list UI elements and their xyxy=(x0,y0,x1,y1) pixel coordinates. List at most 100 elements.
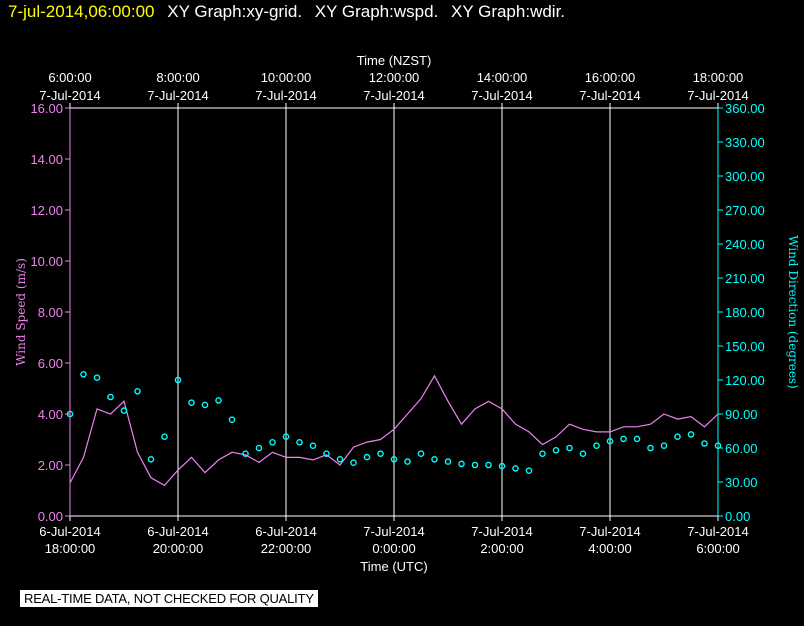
y-left-tick-label: 6.00 xyxy=(38,356,63,371)
wind-direction-point xyxy=(552,446,560,454)
wind-direction-point xyxy=(458,460,465,468)
wind-direction-point xyxy=(593,442,600,450)
wind-direction-point xyxy=(93,374,101,382)
x-tick-label-nzst-date: 7-Jul-2014 xyxy=(147,88,208,103)
graph-label-grid: XY Graph:xy-grid. xyxy=(167,2,303,21)
wind-direction-point xyxy=(255,444,263,452)
wind-direction-point xyxy=(417,450,425,458)
wind-speed-series xyxy=(69,374,719,487)
wind-direction-point xyxy=(296,438,303,446)
wind-direction-point xyxy=(147,455,155,463)
quality-note: REAL-TIME DATA, NOT CHECKED FOR QUALITY xyxy=(20,590,318,607)
wind-direction-point xyxy=(606,437,614,445)
wind-direction-point xyxy=(498,462,506,470)
x-tick-label-utc-time: 18:00:00 xyxy=(45,541,96,556)
x-tick-label-nzst-date: 7-Jul-2014 xyxy=(579,88,640,103)
wind-direction-point xyxy=(701,440,708,447)
x-tick-label-utc-date: 7-Jul-2014 xyxy=(687,524,748,539)
x-tick-label-nzst-date: 7-Jul-2014 xyxy=(39,88,100,103)
wind-direction-point xyxy=(620,435,627,443)
y-left-tick-label: 4.00 xyxy=(38,407,63,422)
x-tick-label-utc-time: 22:00:00 xyxy=(261,541,312,556)
wind-direction-point xyxy=(512,465,519,472)
x-tick-label-utc-time: 20:00:00 xyxy=(153,541,204,556)
wind-direction-point xyxy=(485,461,492,469)
wind-direction-point xyxy=(404,458,411,465)
x-tick-label-utc-time: 4:00:00 xyxy=(588,541,631,556)
wind-direction-point xyxy=(377,450,384,458)
x-tick-label-nzst-date: 7-Jul-2014 xyxy=(255,88,316,103)
wind-direction-point xyxy=(228,416,236,424)
y-right-tick-label: 30.00 xyxy=(725,475,758,490)
y-right-tick-label: 210.00 xyxy=(725,271,765,286)
wind-direction-point xyxy=(431,455,438,463)
y-left-tick-label: 8.00 xyxy=(38,305,63,320)
wind-direction-point xyxy=(80,370,87,378)
y-left-tick-label: 14.00 xyxy=(30,152,63,167)
x-tick-label-nzst-time: 18:00:00 xyxy=(693,70,744,85)
x-tick-label-nzst-time: 6:00:00 xyxy=(48,70,91,85)
y-right-tick-label: 60.00 xyxy=(725,441,758,456)
y-left-tick-label: 10.00 xyxy=(30,254,63,269)
x-tick-label-nzst-time: 12:00:00 xyxy=(369,70,420,85)
x-tick-label-nzst-date: 7-Jul-2014 xyxy=(687,88,748,103)
wind-direction-point xyxy=(566,444,573,452)
x-tick-label-nzst-time: 10:00:00 xyxy=(261,70,312,85)
y-right-tick-label: 150.00 xyxy=(725,339,765,354)
right-axis-title: Wind Direction (degrees) xyxy=(786,235,800,389)
y-right-tick-label: 0.00 xyxy=(725,509,750,524)
wind-direction-point xyxy=(363,453,371,461)
wind-direction-point xyxy=(107,393,114,401)
wind-direction-point xyxy=(309,442,317,450)
x-tick-label-utc-date: 6-Jul-2014 xyxy=(255,524,316,539)
x-tick-label-utc-time: 0:00:00 xyxy=(372,541,415,556)
axes xyxy=(65,103,723,521)
x-tick-label-nzst-time: 16:00:00 xyxy=(585,70,636,85)
wind-direction-point xyxy=(633,435,641,443)
wind-direction-point xyxy=(539,450,546,458)
x-tick-label-nzst-date: 7-Jul-2014 xyxy=(363,88,424,103)
y-right-tick-label: 120.00 xyxy=(725,373,765,388)
wind-direction-point xyxy=(687,431,695,438)
x-tick-label-utc-date: 6-Jul-2014 xyxy=(39,524,100,539)
x-tick-label-utc-time: 6:00:00 xyxy=(696,541,739,556)
y-right-tick-label: 240.00 xyxy=(725,237,765,252)
wind-direction-point xyxy=(579,450,587,458)
y-right-tick-label: 330.00 xyxy=(725,135,765,150)
y-left-tick-label: 16.00 xyxy=(30,101,63,116)
y-left-tick-label: 12.00 xyxy=(30,203,63,218)
axis-labels: 6-Jul-2014 18:00:00 6:00:00 7-Jul-2014 6-Jul… xyxy=(14,53,800,574)
y-left-tick-label: 0.00 xyxy=(38,509,63,524)
y-right-tick-label: 300.00 xyxy=(725,169,765,184)
wind-direction-point xyxy=(390,455,398,463)
y-right-tick-label: 270.00 xyxy=(725,203,765,218)
chart-header: 7-jul-2014,06:00:00 XY Graph:xy-grid. XY… xyxy=(8,2,565,22)
top-axis-title: Time (NZST) xyxy=(357,53,432,68)
wind-direction-point xyxy=(444,458,452,465)
x-tick-label-nzst-time: 14:00:00 xyxy=(477,70,528,85)
bottom-axis-title: Time (UTC) xyxy=(360,559,427,574)
wind-direction-point xyxy=(674,433,681,441)
wind-speed-line xyxy=(69,374,719,487)
x-tick-label-nzst-time: 8:00:00 xyxy=(156,70,199,85)
y-left-tick-label: 2.00 xyxy=(38,458,63,473)
wind-direction-point xyxy=(269,438,276,446)
wind-direction-point xyxy=(120,407,128,414)
left-axis-title: Wind Speed (m/s) xyxy=(14,258,28,366)
y-right-tick-label: 90.00 xyxy=(725,407,758,422)
x-tick-label-utc-date: 7-Jul-2014 xyxy=(579,524,640,539)
header-date: 7-jul-2014,06:00:00 xyxy=(8,2,155,21)
wind-direction-point xyxy=(660,442,668,450)
x-tick-label-utc-time: 2:00:00 xyxy=(480,541,523,556)
wind-direction-point xyxy=(471,461,479,469)
graph-label-wdir: XY Graph:wdir. xyxy=(451,2,566,21)
wind-direction-point xyxy=(336,455,344,463)
wind-direction-point xyxy=(161,433,168,441)
wind-direction-point xyxy=(323,450,330,458)
y-right-tick-label: 180.00 xyxy=(725,305,765,320)
wind-direction-point xyxy=(350,459,357,467)
x-tick-label-utc-date: 7-Jul-2014 xyxy=(471,524,532,539)
wind-direction-point xyxy=(134,387,141,395)
y-right-tick-label: 360.00 xyxy=(725,101,765,116)
x-tick-label-nzst-date: 7-Jul-2014 xyxy=(471,88,532,103)
